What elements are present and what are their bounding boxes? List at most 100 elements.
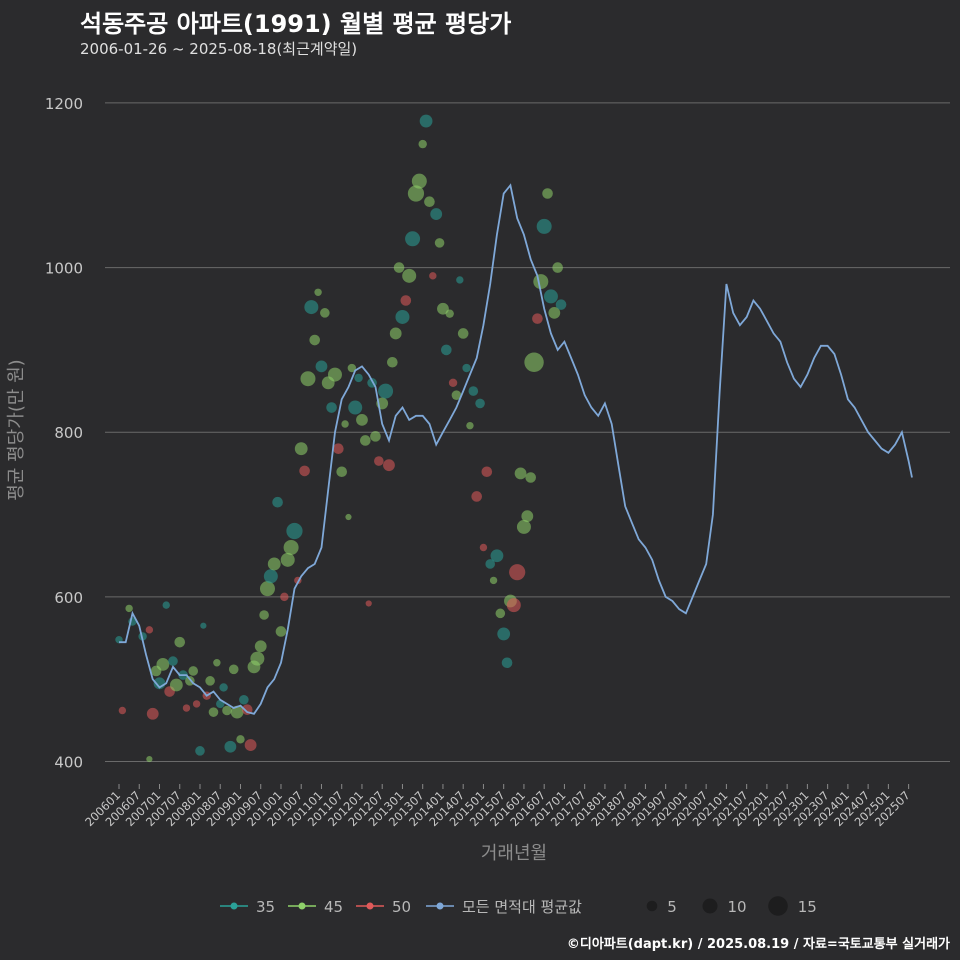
scatter-point [146,755,153,763]
legend-dot-key [298,902,306,910]
legend-dot-key [230,902,238,910]
scatter-point [314,288,322,296]
scatter-point [509,564,526,581]
scatter-point [400,295,412,306]
scatter-point [389,327,402,340]
scatter-point [345,513,352,521]
scatter-point [407,185,425,202]
scatter-point [315,360,328,373]
y-axis-title: 평균 평당가(만 원) [6,359,27,500]
scatter-point [402,268,417,283]
scatter-point [222,705,232,716]
scatter-point [228,664,239,675]
scatter-point [244,739,257,751]
scatter-point [475,398,485,409]
scatter-point [309,334,321,346]
scatter-point [326,402,337,413]
scatter-point [283,539,299,555]
scatter-point [418,139,427,149]
scatter-point [213,659,221,667]
scatter-point [501,657,513,669]
legend-dot-key [366,902,374,910]
scatter-point [275,626,287,637]
legend-label: 45 [324,898,343,916]
scatter-point [230,705,244,719]
scatter-point [395,309,410,324]
scatter-point [259,610,269,620]
scatter-point [393,262,405,273]
scatter-point [542,188,553,199]
scatter-points [115,114,567,763]
scatter-point [468,386,479,396]
legend-label: 50 [392,898,411,916]
scatter-point [182,704,191,712]
scatter-point [536,218,552,234]
scatter-point [506,598,521,613]
scatter-point [405,231,421,247]
scatter-point [205,676,215,686]
scatter-point [145,626,154,634]
legend-label: 35 [256,898,275,916]
scatter-point [525,472,536,483]
scatter-point [374,456,384,466]
scatter-point [383,459,395,472]
scatter-point [354,373,363,383]
scatter-point [188,666,199,676]
legend-size-key [646,900,658,912]
chart-subtitle: 2006-01-26 ~ 2025-08-18(최근계약일) [80,40,358,58]
y-tick-labels: 400 600 800 1000 1200 [45,95,83,772]
scatter-point [430,208,443,220]
scatter-point [448,378,458,388]
scatter-point [514,467,527,480]
scatter-point [370,431,381,442]
scatter-point [267,557,281,571]
y-tick-label: 600 [54,589,83,607]
scatter-point [533,274,549,290]
average-line [119,183,913,715]
scatter-point [327,367,342,382]
scatter-point [336,466,348,478]
scatter-point [387,356,398,368]
scatter-point [462,363,471,373]
y-tick-label: 800 [54,424,83,442]
scatter-point [286,522,303,540]
scatter-point [146,707,159,720]
scatter-point [168,656,178,666]
scatter-point [356,413,368,426]
scatter-point [236,735,245,744]
scatter-point [208,707,219,717]
scatter-point [441,344,452,356]
scatter-point [524,352,544,372]
legend: 35 45 50 모든 면적대 평균값 5 10 15 [220,896,817,916]
scatter-point [429,272,437,280]
x-tick-labels: 2006012006072007012007072008012008072009… [82,784,913,829]
scatter-point [300,371,316,387]
scatter-point [272,496,283,508]
x-axis-title: 거래년월 [481,843,547,864]
scatter-point [280,592,289,602]
scatter-point [174,636,186,648]
grid-lines [105,102,950,763]
scatter-point [169,678,183,692]
scatter-point [489,576,498,585]
scatter-point [219,683,228,692]
scatter-point [192,700,201,708]
y-tick-label: 1200 [45,95,83,113]
scatter-point [497,627,511,641]
chart-title: 석동주공 아파트(1991) 월별 평균 평당가 [80,10,512,38]
legend-size-label: 10 [728,898,747,916]
scatter-point [552,262,563,273]
scatter-point [378,383,394,399]
scatter-point [280,552,295,567]
scatter-point [200,622,207,629]
scatter-point [341,420,349,428]
scatter-point [424,196,435,208]
scatter-point [485,559,495,569]
legend-dot-key [436,902,444,910]
scatter-point [347,363,357,373]
scatter-point [495,608,506,619]
scatter-point [254,640,267,653]
y-tick-label: 1000 [45,260,83,278]
scatter-point [263,569,278,584]
